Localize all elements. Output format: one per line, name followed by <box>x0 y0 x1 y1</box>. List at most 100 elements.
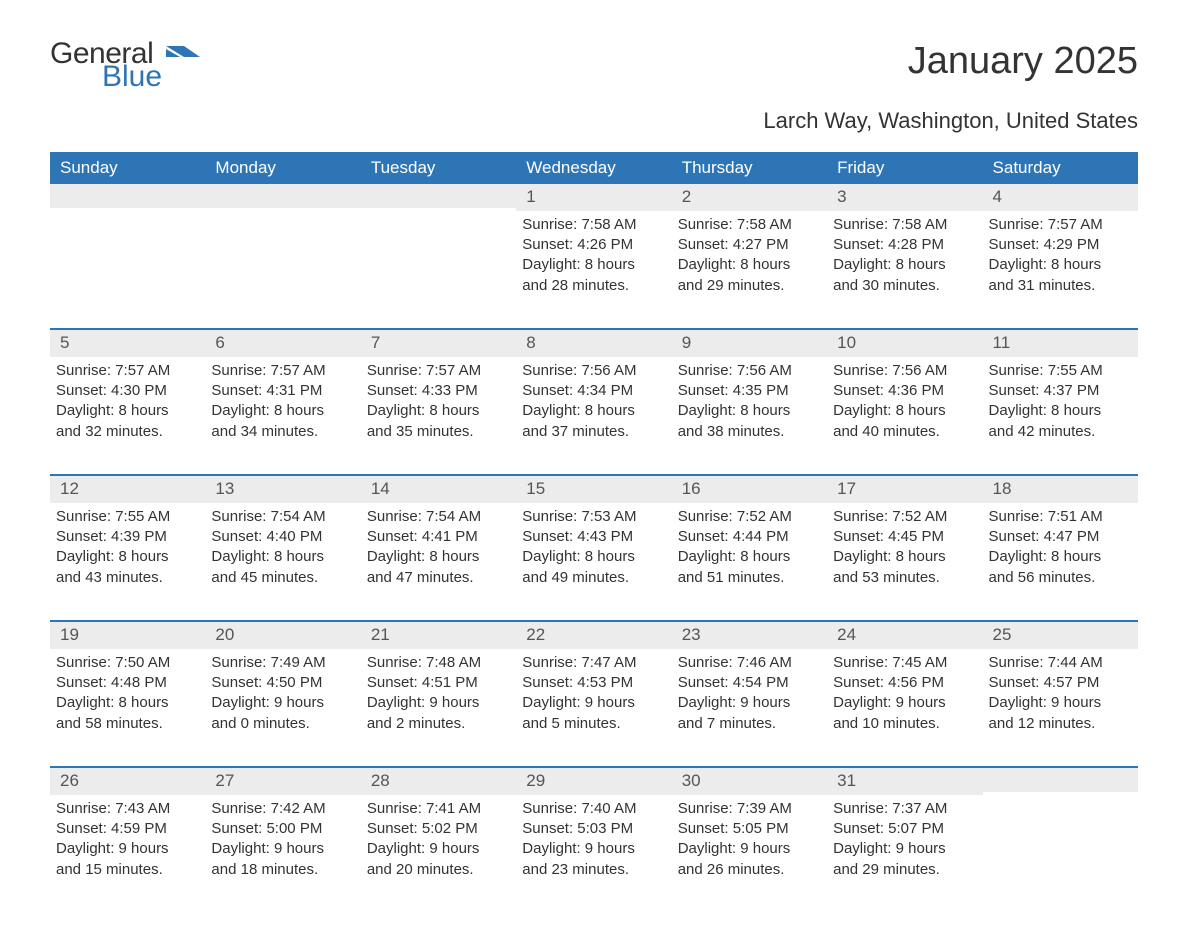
daylight2-text: and 56 minutes. <box>989 568 1132 588</box>
sunset-text: Sunset: 4:28 PM <box>833 235 976 255</box>
daylight1-text: Daylight: 8 hours <box>833 547 976 567</box>
calendar-day: 9Sunrise: 7:56 AMSunset: 4:35 PMDaylight… <box>672 330 827 458</box>
calendar-day: 8Sunrise: 7:56 AMSunset: 4:34 PMDaylight… <box>516 330 671 458</box>
location-text: Larch Way, Washington, United States <box>50 108 1138 134</box>
week-spacer <box>50 604 1138 620</box>
weekday-sunday: Sunday <box>50 152 205 184</box>
calendar-day: 10Sunrise: 7:56 AMSunset: 4:36 PMDayligh… <box>827 330 982 458</box>
day-number: 26 <box>50 768 205 795</box>
day-number: 6 <box>205 330 360 357</box>
sunrise-text: Sunrise: 7:56 AM <box>678 361 821 381</box>
logo-word-blue: Blue <box>102 63 162 90</box>
daylight1-text: Daylight: 9 hours <box>211 693 354 713</box>
day-number <box>205 184 360 208</box>
daylight1-text: Daylight: 9 hours <box>678 693 821 713</box>
calendar-day: 21Sunrise: 7:48 AMSunset: 4:51 PMDayligh… <box>361 622 516 750</box>
weekday-tuesday: Tuesday <box>361 152 516 184</box>
sunrise-text: Sunrise: 7:55 AM <box>56 507 199 527</box>
daylight2-text: and 0 minutes. <box>211 714 354 734</box>
daylight2-text: and 53 minutes. <box>833 568 976 588</box>
week-spacer <box>50 458 1138 474</box>
sunset-text: Sunset: 4:47 PM <box>989 527 1132 547</box>
daylight1-text: Daylight: 8 hours <box>989 255 1132 275</box>
daylight1-text: Daylight: 8 hours <box>833 255 976 275</box>
sunrise-text: Sunrise: 7:39 AM <box>678 799 821 819</box>
daylight1-text: Daylight: 9 hours <box>367 839 510 859</box>
day-number: 7 <box>361 330 516 357</box>
daylight2-text: and 31 minutes. <box>989 276 1132 296</box>
day-number: 15 <box>516 476 671 503</box>
sunrise-text: Sunrise: 7:42 AM <box>211 799 354 819</box>
daylight1-text: Daylight: 8 hours <box>989 401 1132 421</box>
daylight2-text: and 58 minutes. <box>56 714 199 734</box>
calendar-day: 11Sunrise: 7:55 AMSunset: 4:37 PMDayligh… <box>983 330 1138 458</box>
calendar-day: 5Sunrise: 7:57 AMSunset: 4:30 PMDaylight… <box>50 330 205 458</box>
daylight2-text: and 28 minutes. <box>522 276 665 296</box>
day-number: 9 <box>672 330 827 357</box>
calendar-day: 4Sunrise: 7:57 AMSunset: 4:29 PMDaylight… <box>983 184 1138 312</box>
daylight2-text: and 2 minutes. <box>367 714 510 734</box>
calendar-day: 30Sunrise: 7:39 AMSunset: 5:05 PMDayligh… <box>672 768 827 896</box>
sunset-text: Sunset: 4:33 PM <box>367 381 510 401</box>
daylight2-text: and 15 minutes. <box>56 860 199 880</box>
day-number: 2 <box>672 184 827 211</box>
sunset-text: Sunset: 4:44 PM <box>678 527 821 547</box>
sunset-text: Sunset: 4:57 PM <box>989 673 1132 693</box>
calendar-day: 1Sunrise: 7:58 AMSunset: 4:26 PMDaylight… <box>516 184 671 312</box>
daylight2-text: and 43 minutes. <box>56 568 199 588</box>
sunrise-text: Sunrise: 7:58 AM <box>833 215 976 235</box>
sunset-text: Sunset: 5:03 PM <box>522 819 665 839</box>
day-number <box>50 184 205 208</box>
sunset-text: Sunset: 4:29 PM <box>989 235 1132 255</box>
day-number <box>983 768 1138 792</box>
calendar-week: 1Sunrise: 7:58 AMSunset: 4:26 PMDaylight… <box>50 184 1138 312</box>
day-number: 4 <box>983 184 1138 211</box>
day-number: 10 <box>827 330 982 357</box>
sunset-text: Sunset: 4:56 PM <box>833 673 976 693</box>
day-number: 29 <box>516 768 671 795</box>
sunset-text: Sunset: 4:41 PM <box>367 527 510 547</box>
sunset-text: Sunset: 4:53 PM <box>522 673 665 693</box>
calendar: Sunday Monday Tuesday Wednesday Thursday… <box>50 152 1138 896</box>
sunrise-text: Sunrise: 7:49 AM <box>211 653 354 673</box>
sunrise-text: Sunrise: 7:53 AM <box>522 507 665 527</box>
day-number: 8 <box>516 330 671 357</box>
sunset-text: Sunset: 5:07 PM <box>833 819 976 839</box>
sunset-text: Sunset: 5:05 PM <box>678 819 821 839</box>
weeks-container: 1Sunrise: 7:58 AMSunset: 4:26 PMDaylight… <box>50 184 1138 896</box>
daylight1-text: Daylight: 9 hours <box>367 693 510 713</box>
daylight1-text: Daylight: 8 hours <box>56 547 199 567</box>
daylight1-text: Daylight: 8 hours <box>522 255 665 275</box>
sunrise-text: Sunrise: 7:37 AM <box>833 799 976 819</box>
sunrise-text: Sunrise: 7:57 AM <box>367 361 510 381</box>
daylight2-text: and 47 minutes. <box>367 568 510 588</box>
calendar-day: 15Sunrise: 7:53 AMSunset: 4:43 PMDayligh… <box>516 476 671 604</box>
logo-text: General Blue <box>50 40 162 90</box>
sunset-text: Sunset: 4:34 PM <box>522 381 665 401</box>
day-number: 12 <box>50 476 205 503</box>
calendar-day: 6Sunrise: 7:57 AMSunset: 4:31 PMDaylight… <box>205 330 360 458</box>
logo: General Blue <box>50 40 200 90</box>
day-number: 20 <box>205 622 360 649</box>
daylight1-text: Daylight: 8 hours <box>678 547 821 567</box>
daylight1-text: Daylight: 8 hours <box>522 547 665 567</box>
calendar-day: 7Sunrise: 7:57 AMSunset: 4:33 PMDaylight… <box>361 330 516 458</box>
daylight1-text: Daylight: 9 hours <box>989 693 1132 713</box>
day-number: 14 <box>361 476 516 503</box>
daylight1-text: Daylight: 8 hours <box>211 401 354 421</box>
calendar-week: 19Sunrise: 7:50 AMSunset: 4:48 PMDayligh… <box>50 620 1138 750</box>
sunset-text: Sunset: 4:35 PM <box>678 381 821 401</box>
header: General Blue January 2025 <box>50 40 1138 90</box>
calendar-day: 28Sunrise: 7:41 AMSunset: 5:02 PMDayligh… <box>361 768 516 896</box>
day-number: 3 <box>827 184 982 211</box>
sunrise-text: Sunrise: 7:57 AM <box>56 361 199 381</box>
calendar-day: 3 Sunrise: 7:58 AMSunset: 4:28 PMDaylight… <box>827 184 982 312</box>
week-spacer <box>50 750 1138 766</box>
calendar-day: 17Sunrise: 7:52 AMSunset: 4:45 PMDayligh… <box>827 476 982 604</box>
calendar-day: 26Sunrise: 7:43 AMSunset: 4:59 PMDayligh… <box>50 768 205 896</box>
daylight1-text: Daylight: 8 hours <box>56 693 199 713</box>
daylight2-text: and 26 minutes. <box>678 860 821 880</box>
day-number: 5 <box>50 330 205 357</box>
daylight1-text: Daylight: 8 hours <box>211 547 354 567</box>
daylight1-text: Daylight: 9 hours <box>522 839 665 859</box>
